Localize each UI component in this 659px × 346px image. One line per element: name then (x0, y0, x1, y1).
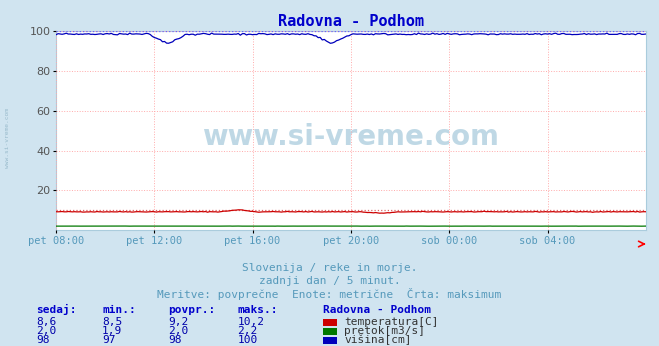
Text: višina[cm]: višina[cm] (344, 335, 411, 345)
Text: 8,5: 8,5 (102, 317, 123, 327)
Text: www.si-vreme.com: www.si-vreme.com (202, 122, 500, 151)
Text: 1,9: 1,9 (102, 326, 123, 336)
Text: 2,2: 2,2 (237, 326, 258, 336)
Text: povpr.:: povpr.: (168, 306, 215, 316)
Text: temperatura[C]: temperatura[C] (344, 317, 438, 327)
Text: 100: 100 (237, 335, 258, 345)
Text: pretok[m3/s]: pretok[m3/s] (344, 326, 425, 336)
Text: 2,0: 2,0 (36, 326, 57, 336)
Text: maks.:: maks.: (237, 306, 277, 316)
Text: 9,2: 9,2 (168, 317, 188, 327)
Text: 8,6: 8,6 (36, 317, 57, 327)
Text: min.:: min.: (102, 306, 136, 316)
Title: Radovna - Podhom: Radovna - Podhom (278, 13, 424, 29)
Text: zadnji dan / 5 minut.: zadnji dan / 5 minut. (258, 276, 401, 286)
Text: www.si-vreme.com: www.si-vreme.com (5, 108, 11, 169)
Text: 97: 97 (102, 335, 115, 345)
Text: Meritve: povprečne  Enote: metrične  Črta: maksimum: Meritve: povprečne Enote: metrične Črta:… (158, 288, 501, 300)
Text: sedaj:: sedaj: (36, 304, 76, 316)
Text: 10,2: 10,2 (237, 317, 264, 327)
Text: 98: 98 (36, 335, 49, 345)
Text: 2,0: 2,0 (168, 326, 188, 336)
Text: Radovna - Podhom: Radovna - Podhom (323, 306, 431, 316)
Text: Slovenija / reke in morje.: Slovenija / reke in morje. (242, 263, 417, 273)
Text: 98: 98 (168, 335, 181, 345)
